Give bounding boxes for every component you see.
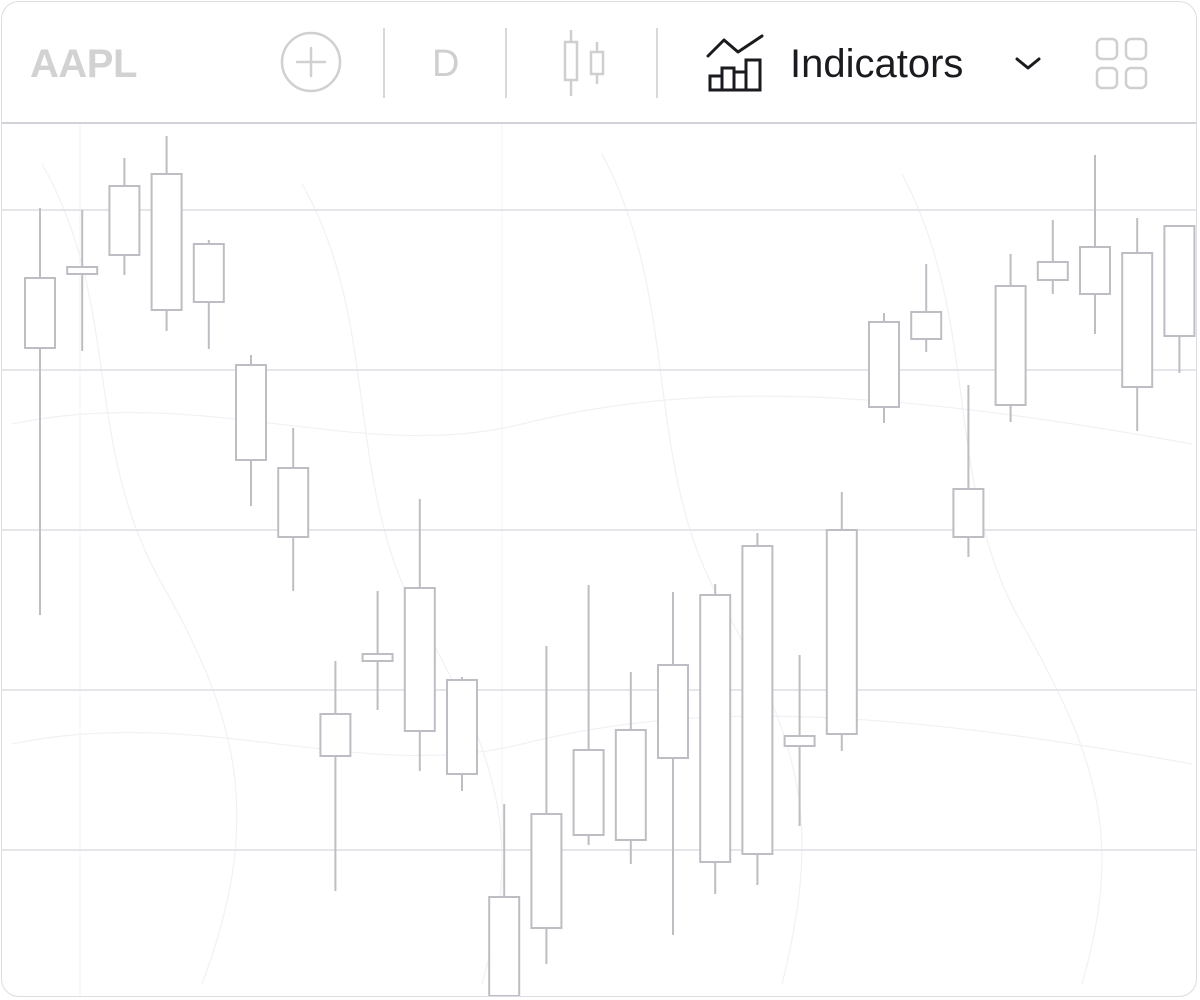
toolbar-divider bbox=[383, 28, 385, 98]
candle-body bbox=[24, 277, 56, 349]
candle bbox=[572, 585, 605, 845]
candle-body bbox=[66, 266, 99, 275]
candle bbox=[868, 313, 900, 423]
indicators-label: Indicators bbox=[790, 42, 964, 86]
candle bbox=[699, 584, 732, 894]
plus-circle-icon[interactable] bbox=[280, 31, 342, 93]
candle-body bbox=[1079, 246, 1111, 295]
candle bbox=[235, 355, 267, 506]
candle bbox=[994, 254, 1027, 422]
candle-body bbox=[783, 735, 816, 747]
candle-body bbox=[1121, 252, 1154, 388]
candle bbox=[403, 499, 436, 771]
chart-toolbar: AAPL D bbox=[2, 2, 1196, 124]
candle bbox=[657, 592, 689, 935]
toolbar-divider bbox=[656, 28, 658, 98]
candle bbox=[24, 208, 56, 615]
candlestick-icon[interactable] bbox=[560, 28, 608, 98]
candle bbox=[192, 240, 225, 349]
candle-body bbox=[825, 529, 858, 735]
candle-body bbox=[741, 545, 774, 855]
candle-body bbox=[488, 896, 521, 996]
candle bbox=[150, 136, 183, 331]
candle-body bbox=[192, 243, 225, 303]
candle bbox=[277, 428, 310, 591]
candle-body bbox=[277, 467, 310, 538]
candle bbox=[952, 385, 985, 557]
candle-body bbox=[446, 679, 478, 775]
candle-body bbox=[994, 285, 1027, 406]
candle-body bbox=[319, 713, 352, 757]
candlestick-plot bbox=[2, 136, 1196, 996]
candle bbox=[910, 264, 943, 352]
indicators-button[interactable]: Indicators bbox=[702, 30, 1054, 96]
candle-body bbox=[403, 587, 436, 732]
symbol-selector[interactable]: AAPL bbox=[30, 42, 137, 86]
candle-body bbox=[361, 653, 394, 662]
candle-body bbox=[614, 729, 647, 841]
candle bbox=[361, 591, 394, 710]
chevron-down-icon[interactable] bbox=[1014, 56, 1042, 72]
candle bbox=[1121, 218, 1154, 431]
candle bbox=[1036, 220, 1069, 294]
candle-body bbox=[1163, 225, 1196, 337]
candle-body bbox=[1036, 261, 1069, 281]
candle-body bbox=[699, 594, 732, 863]
interval-selector[interactable]: D bbox=[432, 43, 460, 85]
candle bbox=[319, 661, 352, 891]
candle-body bbox=[572, 749, 605, 836]
chart-indicators-icon bbox=[704, 32, 766, 94]
candle bbox=[614, 672, 647, 864]
candle bbox=[783, 655, 816, 826]
candle-body bbox=[910, 311, 943, 340]
candle bbox=[108, 158, 141, 275]
candle bbox=[825, 492, 858, 751]
candle-body bbox=[235, 364, 267, 461]
candle bbox=[488, 804, 521, 996]
price-chart[interactable] bbox=[2, 124, 1196, 996]
grid-layout-icon[interactable] bbox=[1095, 37, 1149, 91]
candle bbox=[1163, 225, 1196, 373]
candle bbox=[530, 646, 563, 964]
candle-body bbox=[530, 813, 563, 929]
candle-body bbox=[868, 321, 900, 408]
candle-body bbox=[150, 173, 183, 311]
candle-body bbox=[657, 664, 689, 759]
candle-body bbox=[952, 488, 985, 538]
candle-body bbox=[108, 185, 141, 256]
candle bbox=[741, 533, 774, 885]
candle bbox=[66, 210, 99, 351]
candle bbox=[446, 677, 478, 791]
toolbar-divider bbox=[505, 28, 507, 98]
candle bbox=[1079, 155, 1111, 334]
